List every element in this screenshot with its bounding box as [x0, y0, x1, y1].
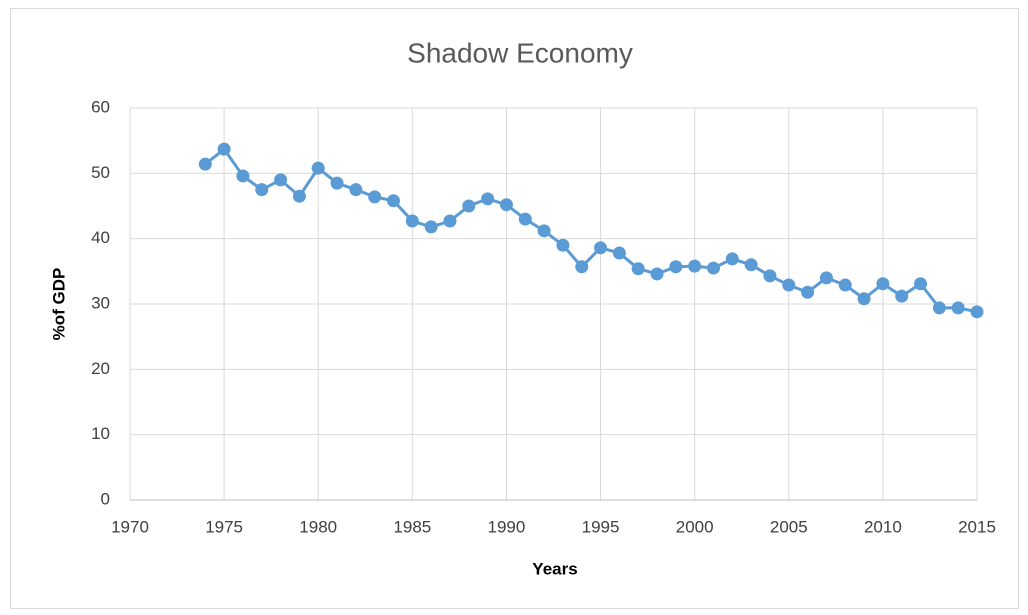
marker: [387, 194, 401, 208]
marker: [876, 277, 890, 291]
marker: [330, 176, 344, 190]
marker: [688, 259, 702, 273]
y-tick-label: 30: [91, 293, 110, 312]
x-tick-label: 1970: [111, 517, 149, 536]
marker: [443, 214, 457, 228]
marker: [556, 238, 570, 252]
marker: [499, 198, 513, 212]
marker: [274, 173, 288, 187]
marker: [763, 269, 777, 283]
y-axis-label: %of GDP: [49, 268, 68, 341]
marker: [612, 246, 626, 260]
marker: [575, 260, 589, 274]
x-tick-label: 1995: [582, 517, 620, 536]
marker: [349, 183, 363, 197]
marker: [424, 220, 438, 234]
x-tick-label: 2005: [770, 517, 808, 536]
marker: [631, 262, 645, 276]
marker: [518, 212, 532, 226]
marker: [951, 301, 965, 315]
chart-title: Shadow Economy: [407, 37, 633, 68]
x-tick-label: 1975: [205, 517, 243, 536]
marker: [857, 292, 871, 306]
marker: [650, 267, 664, 281]
x-tick-label: 1980: [299, 517, 337, 536]
x-tick-label: 2000: [676, 517, 714, 536]
y-tick-label: 10: [91, 424, 110, 443]
marker: [970, 305, 984, 319]
marker: [481, 192, 495, 206]
x-axis-label: Years: [532, 559, 577, 578]
marker: [368, 190, 382, 204]
y-tick-label: 20: [91, 359, 110, 378]
marker: [725, 252, 739, 266]
marker: [932, 301, 946, 315]
marker: [405, 214, 419, 228]
x-tick-label: 2010: [864, 517, 902, 536]
marker: [744, 258, 758, 272]
x-tick-label: 2015: [958, 517, 996, 536]
x-tick-label: 1990: [488, 517, 526, 536]
marker: [292, 189, 306, 203]
marker: [198, 157, 212, 171]
marker: [311, 161, 325, 175]
marker: [537, 224, 551, 238]
marker: [706, 261, 720, 275]
y-tick-label: 40: [91, 228, 110, 247]
y-tick-label: 60: [91, 97, 110, 116]
y-tick-label: 50: [91, 163, 110, 182]
marker: [782, 278, 796, 292]
marker: [255, 183, 269, 197]
marker: [669, 260, 683, 274]
marker: [819, 271, 833, 285]
y-tick-label: 0: [101, 489, 110, 508]
marker: [462, 199, 476, 213]
marker: [801, 285, 815, 299]
marker: [217, 142, 231, 156]
marker: [236, 169, 250, 183]
marker: [838, 278, 852, 292]
marker: [594, 241, 608, 255]
marker: [895, 289, 909, 303]
marker: [914, 277, 928, 291]
x-tick-label: 1985: [393, 517, 431, 536]
